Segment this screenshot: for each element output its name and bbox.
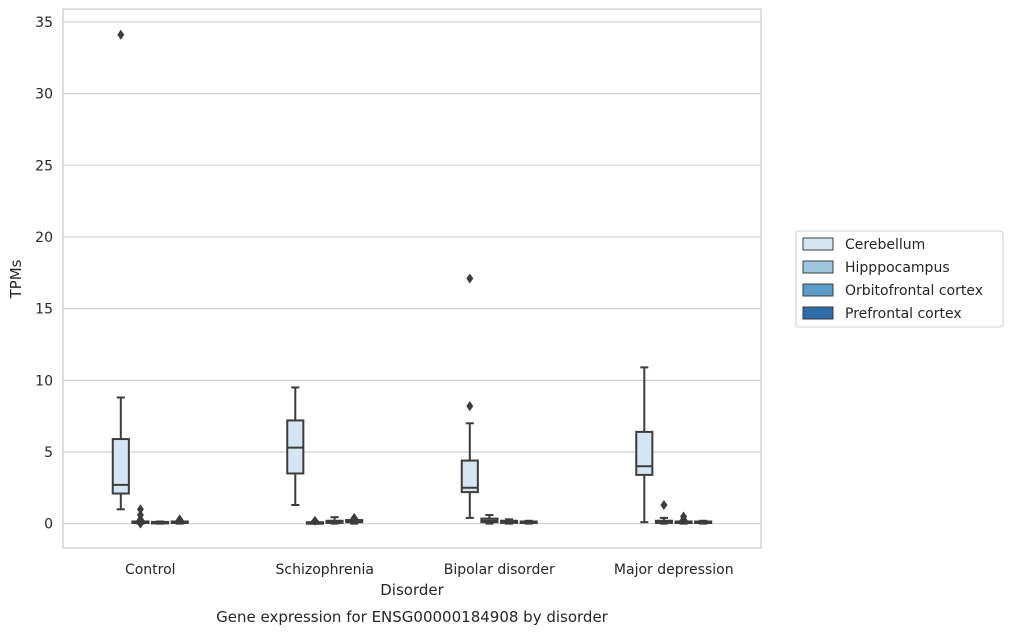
flier-point: [680, 511, 688, 522]
box-iqr: [635, 430, 654, 476]
flier-point: [136, 504, 144, 515]
boxes: [111, 29, 713, 529]
y-tick-label: 35: [35, 15, 53, 31]
box-orbitofrontal-cortex: [674, 511, 693, 525]
flier-point: [311, 515, 319, 526]
x-tick-labels: Control Schizophrenia Bipolar disorder Majo…: [125, 562, 734, 578]
flier-point: [466, 401, 474, 412]
y-tick-label: 0: [44, 517, 53, 533]
y-tick-labels: 0 5 10 15 20 25 30 35: [35, 15, 53, 533]
flier-point: [176, 514, 184, 525]
box-cerebellum: [460, 273, 479, 519]
legend-label: Orbitofrontal cortex: [845, 283, 983, 299]
box-cerebellum: [286, 386, 305, 506]
box-prefrontal-cortex: [170, 514, 189, 525]
chart-caption: Gene expression for ENSG00000184908 by d…: [216, 608, 609, 626]
box-iqr: [460, 459, 479, 494]
flier-point: [136, 510, 144, 521]
grid-lines: [63, 21, 761, 525]
box-hipppocampus: [305, 515, 324, 526]
box-hipppocampus: [131, 504, 150, 529]
x-axis-title: Disorder: [380, 581, 444, 599]
y-tick-label: 10: [35, 373, 53, 389]
x-tick-label: Bipolar disorder: [444, 562, 555, 578]
y-tick-label: 30: [35, 87, 53, 103]
box-orbitofrontal-cortex: [500, 518, 519, 525]
box-orbitofrontal-cortex: [151, 520, 170, 525]
flier-point: [660, 499, 668, 510]
box-orbitofrontal-cortex: [325, 516, 344, 525]
legend-swatch: [802, 237, 834, 251]
box-prefrontal-cortex: [345, 512, 364, 525]
box-hipppocampus: [480, 514, 499, 525]
y-tick-label: 25: [35, 158, 53, 174]
y-tick-label: 5: [44, 445, 53, 461]
legend-swatch: [802, 306, 834, 320]
flier-point: [117, 29, 125, 40]
y-tick-label: 20: [35, 230, 53, 246]
legend-swatch: [802, 283, 834, 297]
plot-frame: [62, 8, 762, 549]
x-tick-label: Major depression: [614, 562, 734, 578]
legend: Cerebellum Hipppocampus Orbitofrontal cort…: [795, 230, 1004, 328]
legend-label: Hipppocampus: [845, 260, 950, 276]
box-cerebellum: [111, 29, 130, 511]
box-cerebellum: [635, 366, 654, 524]
box-iqr: [111, 438, 130, 495]
x-tick-label: Schizophrenia: [276, 562, 374, 578]
legend-swatch: [802, 260, 834, 274]
flier-point: [466, 273, 474, 284]
x-tick-label: Control: [125, 562, 176, 578]
box-prefrontal-cortex: [694, 519, 713, 525]
flier-point: [350, 512, 358, 523]
y-axis-title: TPMs: [7, 259, 25, 299]
legend-label: Cerebellum: [845, 237, 925, 253]
y-tick-label: 15: [35, 302, 53, 318]
legend-label: Prefrontal cortex: [845, 306, 962, 322]
box-prefrontal-cortex: [519, 519, 538, 525]
legend-frame: [795, 230, 1004, 328]
box-hipppocampus: [654, 499, 673, 525]
